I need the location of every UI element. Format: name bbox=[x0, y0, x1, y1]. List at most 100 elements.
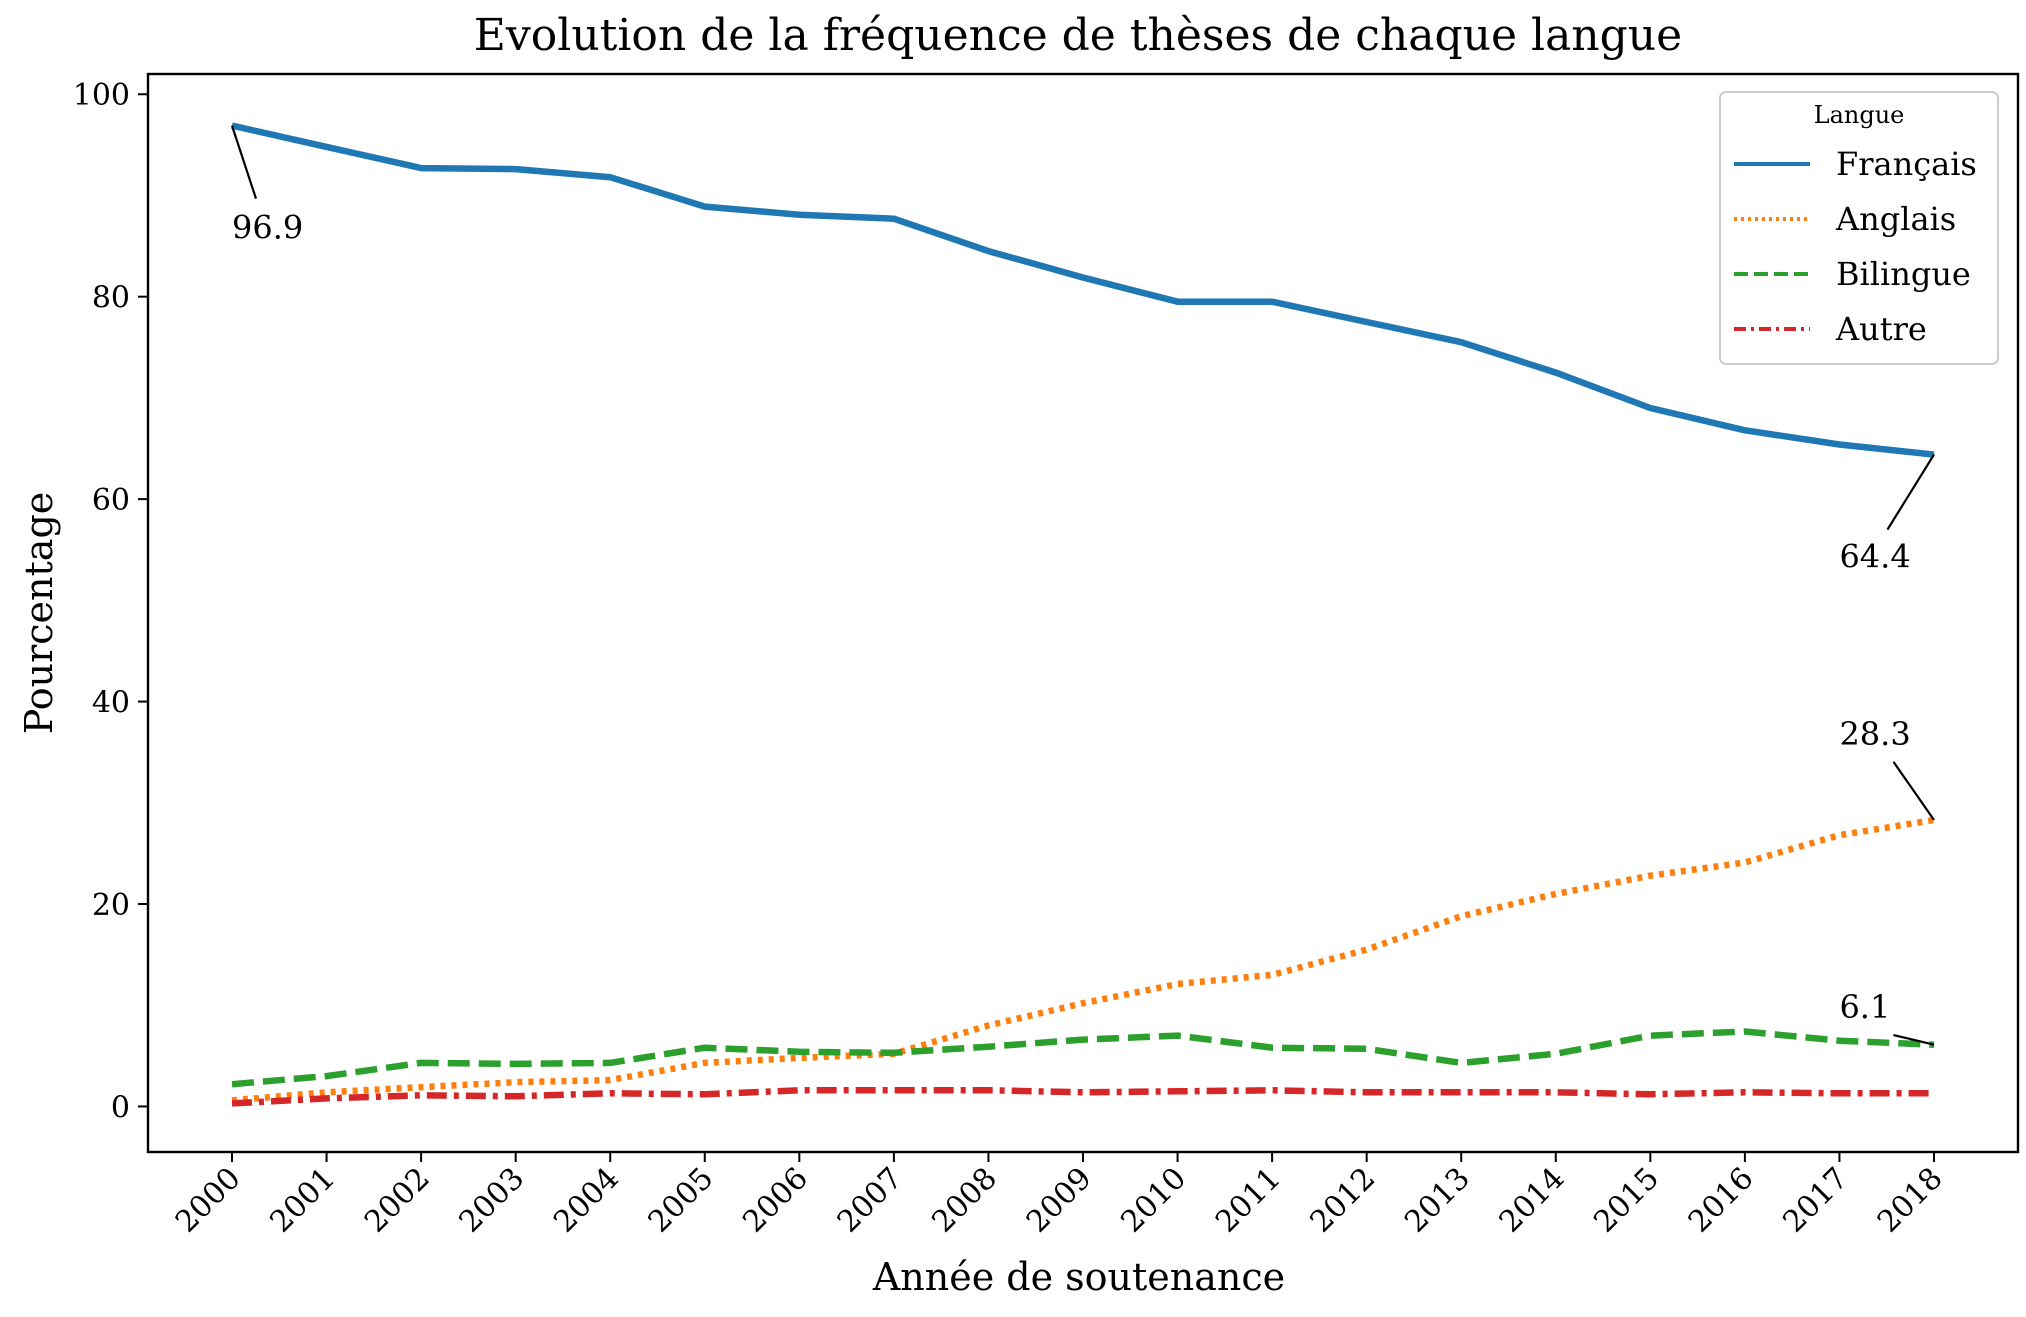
data-point-bilingue bbox=[609, 1061, 612, 1064]
data-point-anglais bbox=[325, 1091, 328, 1094]
data-point-anglais bbox=[1176, 982, 1179, 985]
x-tick-label: 2014 bbox=[1493, 1161, 1572, 1240]
legend: Langue Français Anglais Bilingue Autre bbox=[1719, 91, 1999, 365]
chart-title: Evolution de la fréquence de thèses de c… bbox=[474, 10, 1682, 61]
data-point-anglais bbox=[609, 1079, 612, 1082]
data-point-anglais bbox=[420, 1086, 423, 1089]
annotation-label: 64.4 bbox=[1839, 538, 1910, 576]
data-point-bilingue bbox=[1554, 1052, 1557, 1055]
data-point-autre bbox=[703, 1093, 706, 1096]
data-point-autre bbox=[231, 1102, 234, 1105]
data-point-anglais bbox=[703, 1061, 706, 1064]
data-point-anglais bbox=[1743, 861, 1746, 864]
data-point-autre bbox=[1082, 1091, 1085, 1094]
data-point-bilingue bbox=[325, 1075, 328, 1078]
x-tick-label: 2002 bbox=[358, 1161, 437, 1240]
data-point-bilingue bbox=[1365, 1047, 1368, 1050]
data-point-francais bbox=[1082, 276, 1085, 279]
data-point-autre bbox=[420, 1094, 423, 1097]
data-point-autre bbox=[987, 1089, 990, 1092]
annotation-label: 6.1 bbox=[1839, 988, 1890, 1026]
annotation-arrow bbox=[1892, 761, 1935, 821]
annotation-arrow bbox=[1893, 1033, 1935, 1046]
data-point-bilingue bbox=[703, 1046, 706, 1049]
data-point-anglais bbox=[1460, 915, 1463, 918]
data-point-francais bbox=[420, 167, 423, 170]
data-point-anglais bbox=[1554, 892, 1557, 895]
y-tick-label: 0 bbox=[111, 1090, 130, 1125]
y-tick-label: 20 bbox=[92, 888, 130, 923]
data-point-anglais bbox=[987, 1024, 990, 1027]
data-point-francais bbox=[514, 168, 517, 171]
data-point-autre bbox=[1271, 1089, 1274, 1092]
data-point-bilingue bbox=[1649, 1034, 1652, 1037]
data-point-francais bbox=[1460, 341, 1463, 344]
data-point-francais bbox=[987, 250, 990, 253]
series-line-autre bbox=[231, 1087, 1934, 1107]
data-point-anglais bbox=[1082, 1002, 1085, 1005]
annotation-label: 96.9 bbox=[232, 209, 303, 247]
legend-label-autre: Autre bbox=[1835, 310, 1927, 348]
data-point-francais bbox=[1365, 320, 1368, 323]
x-tick-label: 2016 bbox=[1682, 1161, 1761, 1240]
data-point-francais bbox=[1271, 300, 1274, 303]
x-tick-label: 2015 bbox=[1587, 1161, 1666, 1240]
data-point-francais bbox=[1554, 371, 1557, 374]
y-tick-label: 40 bbox=[92, 686, 130, 721]
legend-label-bilingue: Bilingue bbox=[1836, 255, 1971, 293]
y-tick-label: 60 bbox=[92, 483, 130, 518]
x-tick-label: 2001 bbox=[263, 1161, 342, 1240]
x-tick-label: 2013 bbox=[1398, 1161, 1477, 1240]
data-point-bilingue bbox=[892, 1051, 895, 1054]
series-line-anglais bbox=[231, 816, 1935, 1104]
data-point-autre bbox=[514, 1095, 517, 1098]
series-line-bilingue bbox=[231, 1028, 1935, 1088]
data-point-autre bbox=[892, 1089, 895, 1092]
data-point-autre bbox=[1176, 1090, 1179, 1093]
data-point-autre bbox=[1460, 1091, 1463, 1094]
x-tick-label: 2012 bbox=[1304, 1161, 1383, 1240]
data-point-bilingue bbox=[798, 1050, 801, 1053]
data-point-francais bbox=[703, 205, 706, 208]
x-tick-label: 2006 bbox=[736, 1161, 815, 1240]
y-axis-label: Pourcentage bbox=[17, 492, 61, 735]
annotation-arrow bbox=[1886, 454, 1935, 531]
data-point-anglais bbox=[798, 1056, 801, 1059]
data-point-bilingue bbox=[514, 1062, 517, 1065]
legend-label-francais: Français bbox=[1836, 145, 1977, 183]
x-tick-label: 2007 bbox=[831, 1161, 910, 1240]
data-point-francais bbox=[325, 145, 328, 148]
data-point-anglais bbox=[1271, 973, 1274, 976]
data-point-francais bbox=[1743, 429, 1746, 432]
data-point-bilingue bbox=[1082, 1038, 1085, 1041]
annotation-label: 28.3 bbox=[1839, 715, 1910, 753]
data-point-francais bbox=[1176, 300, 1179, 303]
data-point-bilingue bbox=[231, 1083, 234, 1086]
x-tick-label: 2008 bbox=[925, 1161, 1004, 1240]
data-point-bilingue bbox=[1271, 1046, 1274, 1049]
annotation-arrow bbox=[230, 125, 258, 199]
x-tick-label: 2010 bbox=[1114, 1161, 1193, 1240]
x-tick-label: 2000 bbox=[169, 1161, 248, 1240]
data-point-francais bbox=[609, 176, 612, 179]
x-tick-label: 2017 bbox=[1776, 1161, 1855, 1240]
legend-title: Langue bbox=[1814, 101, 1905, 129]
data-point-francais bbox=[892, 217, 895, 220]
data-point-autre bbox=[1743, 1091, 1746, 1094]
data-point-bilingue bbox=[1176, 1034, 1179, 1037]
data-point-bilingue bbox=[987, 1045, 990, 1048]
data-point-autre bbox=[1838, 1092, 1841, 1095]
data-point-anglais bbox=[1365, 948, 1368, 951]
data-point-autre bbox=[1933, 1092, 1936, 1095]
data-point-autre bbox=[1649, 1093, 1652, 1096]
data-point-autre bbox=[325, 1097, 328, 1100]
x-tick-label: 2009 bbox=[1020, 1161, 1099, 1240]
data-point-francais bbox=[1649, 407, 1652, 410]
data-point-anglais bbox=[514, 1081, 517, 1084]
data-point-bilingue bbox=[420, 1061, 423, 1064]
x-tick-label: 2018 bbox=[1871, 1161, 1950, 1240]
x-tick-label: 2011 bbox=[1209, 1161, 1288, 1240]
x-tick-label: 2004 bbox=[547, 1161, 626, 1240]
x-tick-label: 2005 bbox=[642, 1161, 721, 1240]
data-point-bilingue bbox=[1838, 1039, 1841, 1042]
